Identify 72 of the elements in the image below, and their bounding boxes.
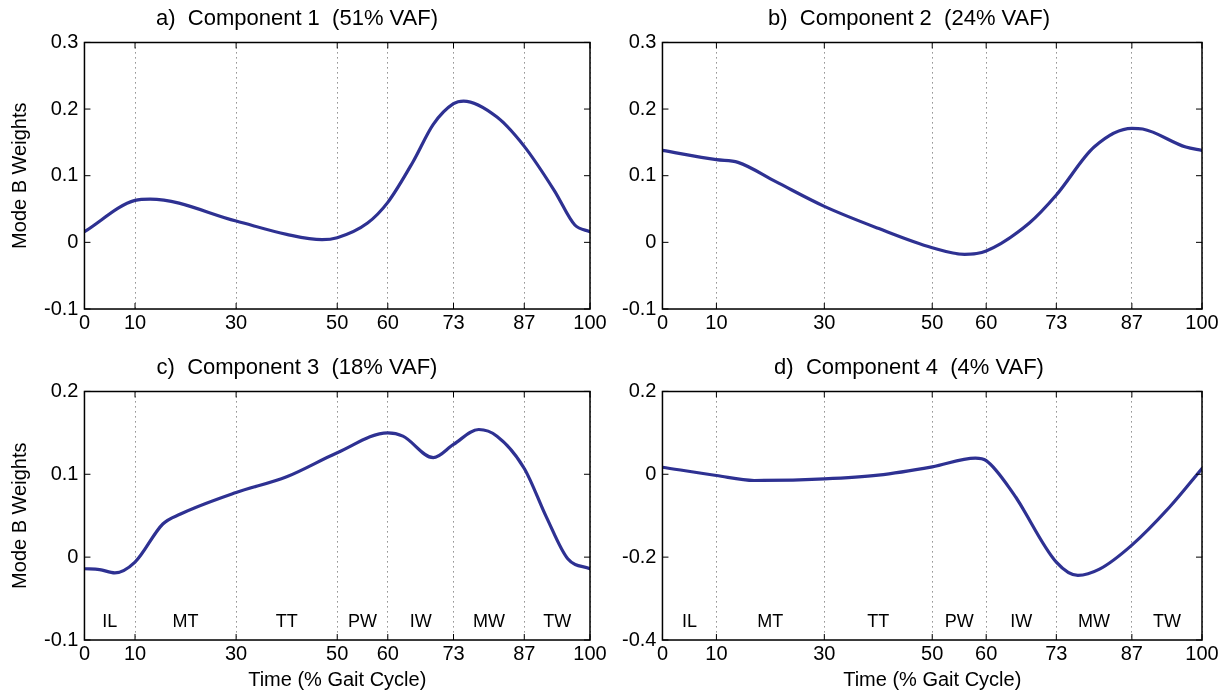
- line-series: [84, 99, 590, 242]
- y-tick-label: 0.3: [50, 29, 79, 52]
- line-series: [662, 456, 1202, 577]
- annotation: TT: [867, 610, 890, 631]
- y-tick-label: 0.2: [628, 378, 657, 401]
- x-tick-label: 60: [376, 641, 399, 664]
- annotation: IW: [1010, 610, 1033, 631]
- y-tick-label: 0.1: [50, 163, 79, 186]
- x-tick-label: 60: [975, 310, 998, 333]
- y-tick-label: -0.1: [43, 296, 79, 319]
- x-tick-label: 50: [326, 310, 349, 333]
- y-tick-label: 0.2: [628, 96, 657, 119]
- chart-title: c) Component 3 (18% VAF): [156, 354, 438, 380]
- annotation: PW: [944, 610, 974, 631]
- x-tick-label: 10: [123, 310, 147, 333]
- x-axis-title: Time (% Gait Cycle): [843, 667, 1022, 690]
- x-tick-label: 100: [573, 310, 607, 333]
- y-tick-label: 0: [645, 229, 657, 252]
- chart-title: b) Component 2 (24% VAF): [767, 5, 1051, 31]
- x-tick-label: 10: [705, 641, 728, 664]
- annotation: TW: [1152, 610, 1181, 631]
- x-tick-label: 73: [442, 641, 465, 664]
- x-tick-label: 73: [1045, 641, 1068, 664]
- annotation: IW: [409, 610, 432, 631]
- y-axis-title: Mode B Weights: [7, 102, 30, 249]
- x-tick-label: 73: [442, 310, 465, 333]
- x-tick-label: 30: [225, 641, 248, 664]
- annotation: MW: [472, 610, 505, 631]
- x-tick-label: 60: [975, 641, 998, 664]
- x-tick-label: 10: [705, 310, 728, 333]
- x-tick-label: 60: [376, 310, 399, 333]
- annotation: PW: [348, 610, 378, 631]
- y-tick-label: 0.2: [50, 378, 79, 401]
- y-axis-title: Mode B Weights: [7, 442, 30, 589]
- x-tick-label: 50: [326, 641, 349, 664]
- chart-title: a) Component 1 (51% VAF): [155, 5, 439, 31]
- y-tick-label: 0.1: [50, 461, 79, 484]
- annotation: MW: [1078, 610, 1111, 631]
- x-tick-label: 30: [813, 641, 836, 664]
- y-tick-label: 0: [67, 229, 79, 252]
- x-tick-label: 50: [921, 641, 944, 664]
- annotation: MT: [172, 610, 199, 631]
- y-tick-label: -0.4: [621, 627, 657, 650]
- annotation: TW: [543, 610, 572, 631]
- y-tick-label: -0.2: [621, 544, 657, 567]
- x-tick-label: 87: [513, 641, 536, 664]
- x-tick-label: 87: [1120, 310, 1143, 333]
- x-tick-label: 30: [813, 310, 836, 333]
- x-tick-label: 87: [1120, 641, 1143, 664]
- x-tick-label: 100: [573, 641, 607, 664]
- x-tick-label: 10: [123, 641, 147, 664]
- y-tick-label: -0.1: [43, 627, 79, 650]
- x-tick-label: 30: [225, 310, 248, 333]
- annotation: IL: [102, 610, 118, 631]
- line-series: [662, 126, 1202, 256]
- y-tick-label: 0.2: [50, 96, 79, 119]
- y-tick-label: -0.1: [621, 296, 657, 319]
- line-series: [84, 427, 590, 575]
- annotation: MT: [757, 610, 784, 631]
- y-tick-label: 0: [67, 544, 79, 567]
- x-tick-label: 87: [513, 310, 536, 333]
- annotation: TT: [275, 610, 298, 631]
- x-tick-label: 100: [1185, 310, 1219, 333]
- annotation: IL: [681, 610, 697, 631]
- x-tick-label: 50: [921, 310, 944, 333]
- x-axis-title: Time (% Gait Cycle): [248, 667, 427, 690]
- x-tick-label: 73: [1045, 310, 1068, 333]
- y-tick-label: 0.3: [628, 29, 657, 52]
- chart-title: d) Component 4 (4% VAF): [774, 354, 1044, 380]
- y-tick-label: 0.1: [628, 163, 657, 186]
- x-tick-label: 100: [1185, 641, 1219, 664]
- y-tick-label: 0: [645, 461, 657, 484]
